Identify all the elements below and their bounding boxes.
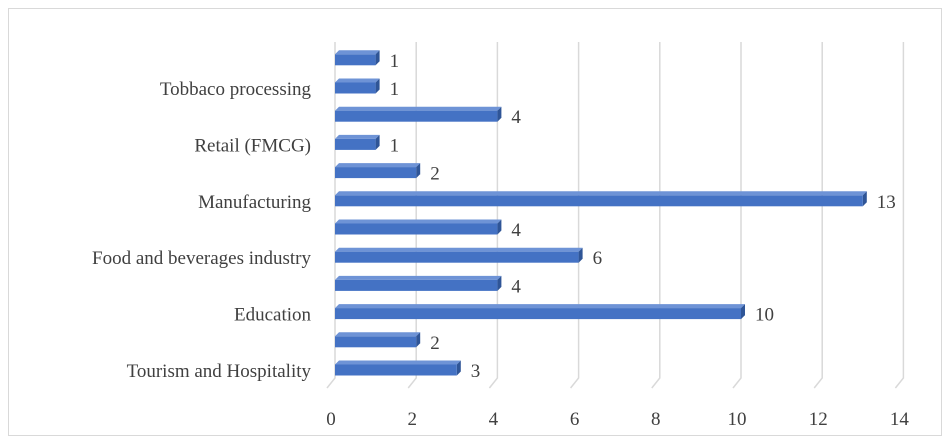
data-label: 1	[390, 135, 400, 156]
bar	[335, 219, 502, 235]
gridline	[570, 42, 580, 389]
gridline	[813, 42, 823, 389]
gridlines	[326, 42, 905, 389]
gridline	[326, 42, 336, 389]
x-tick-label: 14	[890, 409, 910, 430]
bars	[335, 50, 867, 376]
x-tick-label: 8	[651, 409, 661, 430]
bar	[335, 332, 421, 348]
y-category-label: Food and beverages industry	[92, 248, 311, 269]
y-category-label: Tourism and Hospitality	[127, 361, 312, 382]
gridline	[407, 42, 417, 389]
x-tick-label: 4	[489, 409, 499, 430]
y-category-label: Retail (FMCG)	[194, 135, 311, 156]
bar	[335, 163, 421, 179]
data-label: 4	[511, 276, 521, 297]
data-label: 1	[390, 51, 400, 72]
bar	[335, 304, 745, 320]
x-tick-label: 2	[407, 409, 417, 430]
data-label: 1	[390, 79, 400, 100]
bar	[335, 247, 583, 263]
y-category-label: Education	[234, 305, 312, 326]
gridline	[732, 42, 742, 389]
bar	[335, 106, 502, 122]
gridline	[488, 42, 499, 389]
bar	[335, 134, 380, 150]
bar	[335, 191, 867, 207]
data-label: 2	[430, 333, 440, 354]
y-category-label: Tobbaco processing	[160, 79, 312, 100]
bar	[335, 275, 502, 291]
data-label: 13	[877, 192, 896, 213]
x-tick-label: 10	[728, 409, 747, 430]
y-category-label: Manufacturing	[198, 192, 311, 213]
x-tick-label: 12	[809, 409, 828, 430]
bar	[335, 50, 380, 66]
data-label: 6	[593, 248, 603, 269]
gridline	[651, 42, 661, 389]
data-label: 4	[511, 220, 521, 241]
x-tick-label: 6	[570, 409, 580, 430]
x-tick-label: 0	[326, 409, 336, 430]
bar	[335, 360, 461, 376]
data-label: 4	[511, 107, 521, 128]
data-label: 2	[430, 164, 440, 185]
bar	[335, 78, 380, 94]
gridline	[894, 42, 905, 389]
data-label: 3	[471, 361, 481, 382]
data-label: 10	[755, 305, 774, 326]
